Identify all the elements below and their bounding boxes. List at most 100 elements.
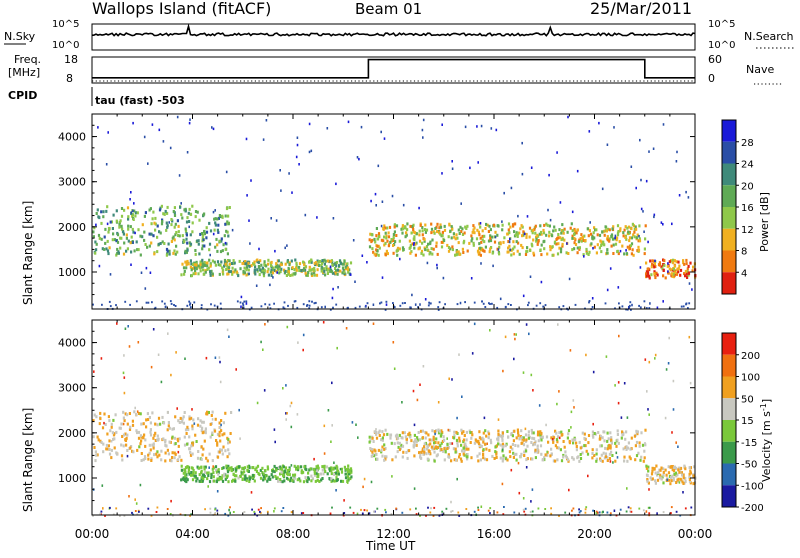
power-scatter-cell bbox=[189, 118, 191, 121]
vel-echo-cell bbox=[180, 478, 183, 482]
power-echo-cell bbox=[330, 259, 333, 263]
vel-scatter-cell bbox=[216, 490, 219, 493]
power-echo-cell bbox=[673, 259, 676, 263]
power-echo-cell bbox=[165, 228, 168, 232]
power-echo-cell bbox=[190, 274, 193, 278]
power-echo-cell bbox=[199, 269, 202, 273]
vel-scatter-cell bbox=[218, 356, 221, 359]
vel-echo-cell bbox=[257, 472, 260, 475]
vel-scatter-cell bbox=[448, 377, 450, 380]
vel-scatter-cell bbox=[160, 380, 163, 384]
vel-echo-cell bbox=[348, 472, 351, 476]
vel-echo-cell bbox=[370, 454, 373, 458]
vel-ground-cell bbox=[227, 514, 230, 517]
vel-ground-cell bbox=[224, 512, 227, 515]
vel-echo-cell bbox=[401, 436, 404, 440]
vel-echo-cell bbox=[248, 464, 251, 468]
power-echo-cell bbox=[309, 268, 313, 272]
vel-echo-cell bbox=[226, 470, 230, 474]
vel-echo-cell bbox=[147, 457, 150, 461]
power-echo-cell bbox=[428, 252, 431, 256]
vel-ground-cell bbox=[253, 510, 256, 513]
power-echo-cell bbox=[216, 228, 219, 232]
power-echo-cell bbox=[194, 252, 197, 256]
vel-echo-cell bbox=[568, 439, 571, 443]
power-ytick-label: 1000 bbox=[58, 266, 86, 279]
vel-echo-cell bbox=[166, 410, 169, 414]
vel-echo-cell bbox=[579, 457, 583, 460]
vel-echo-cell bbox=[421, 449, 424, 453]
power-echo-cell bbox=[435, 241, 438, 245]
power-echo-cell bbox=[161, 220, 164, 223]
power-ground-cell bbox=[311, 300, 313, 303]
vel-echo-cell bbox=[672, 477, 675, 480]
vel-colorbar-tick-label: -100 bbox=[741, 481, 764, 492]
power-ground-cell bbox=[639, 306, 642, 309]
power-echo-cell bbox=[213, 260, 216, 264]
power-ground-cell bbox=[539, 302, 542, 305]
power-echo-cell bbox=[645, 272, 648, 276]
power-echo-cell bbox=[162, 212, 165, 216]
power-echo-cell bbox=[450, 225, 453, 229]
power-echo-cell bbox=[653, 262, 656, 266]
vel-echo-cell bbox=[199, 419, 202, 423]
power-echo-cell bbox=[606, 248, 609, 252]
power-echo-cell bbox=[253, 263, 256, 267]
power-ground-cell bbox=[364, 305, 367, 308]
vel-echo-cell bbox=[266, 465, 269, 469]
vel-echo-cell bbox=[683, 464, 686, 468]
power-scatter-cell bbox=[494, 235, 497, 239]
vel-echo-cell bbox=[182, 415, 185, 419]
power-echo-cell bbox=[214, 217, 217, 221]
power-echo-cell bbox=[326, 272, 329, 275]
vel-echo-cell bbox=[376, 457, 379, 461]
power-echo-cell bbox=[605, 229, 608, 233]
power-echo-cell bbox=[512, 252, 515, 256]
power-echo-cell bbox=[107, 252, 110, 256]
power-ground-cell bbox=[544, 304, 547, 307]
vel-echo-cell bbox=[617, 441, 620, 445]
vel-echo-cell bbox=[662, 481, 665, 485]
velocity-echo-cells bbox=[92, 321, 697, 517]
power-echo-cell bbox=[204, 269, 207, 273]
power-echo-cell bbox=[278, 267, 281, 271]
power-echo-cell bbox=[558, 246, 561, 250]
power-ground-cell bbox=[358, 305, 361, 308]
power-scatter-cell bbox=[347, 120, 350, 124]
vel-echo-cell bbox=[606, 439, 609, 443]
power-echo-cell bbox=[165, 253, 168, 257]
power-echo-cell bbox=[676, 267, 679, 271]
power-ground-cell bbox=[174, 305, 177, 307]
power-echo-cell bbox=[553, 240, 557, 244]
power-echo-cell bbox=[489, 234, 492, 238]
vel-echo-cell bbox=[281, 480, 284, 484]
power-ground-cell bbox=[542, 305, 545, 308]
velocity-colorbar-label-sup: -1 bbox=[759, 403, 768, 411]
vel-echo-cell bbox=[599, 437, 602, 441]
power-echo-cell bbox=[417, 247, 420, 251]
power-echo-cell bbox=[662, 274, 665, 278]
power-echo-cell bbox=[563, 238, 566, 242]
vel-echo-cell bbox=[286, 476, 289, 480]
vel-ground-cell bbox=[648, 506, 651, 509]
power-echo-cell bbox=[152, 210, 155, 214]
vel-echo-cell bbox=[656, 478, 660, 482]
power-echo-cell bbox=[345, 264, 349, 268]
vel-echo-cell bbox=[417, 431, 420, 434]
vel-echo-cell bbox=[578, 440, 581, 444]
power-ground-cell bbox=[404, 302, 406, 304]
vel-echo-cell bbox=[440, 448, 443, 451]
power-echo-cell bbox=[606, 238, 610, 242]
vel-echo-cell bbox=[644, 443, 647, 447]
power-echo-cell bbox=[672, 261, 675, 265]
power-echo-cell bbox=[136, 248, 139, 252]
power-echo-cell bbox=[455, 253, 458, 257]
power-echo-cell bbox=[518, 231, 521, 235]
power-ground-cell bbox=[685, 303, 687, 306]
vel-scatter-cell bbox=[214, 356, 217, 359]
vel-ground-cell bbox=[99, 512, 102, 515]
power-ground-cell bbox=[308, 300, 311, 303]
power-ground-cell bbox=[332, 306, 334, 309]
vel-echo-cell bbox=[222, 474, 225, 478]
power-echo-cell bbox=[561, 223, 564, 227]
